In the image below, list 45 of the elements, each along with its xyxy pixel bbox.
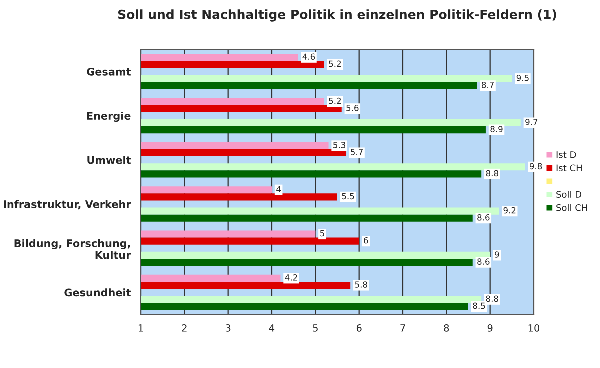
data-label: 4: [276, 186, 281, 192]
data-label: 8.8: [486, 170, 498, 177]
data-label: 8.6: [478, 258, 490, 265]
data-label: 9.7: [526, 119, 538, 126]
y-tick-label: Bildung, Forschung, Kultur: [14, 239, 132, 260]
data-label: 4.6: [302, 54, 316, 60]
data-label: 5: [320, 230, 324, 237]
data-label: 5.2: [329, 60, 341, 68]
x-tick-label: 3: [226, 324, 231, 332]
data-label: 5.5: [342, 193, 354, 200]
x-tick-label: 1: [138, 324, 144, 332]
x-tick-label: 2: [182, 324, 187, 332]
data-label: 9.5: [516, 74, 529, 82]
x-tick-label: 5: [313, 324, 318, 332]
chart-title: Soll und Ist Nachhaltige Politik in einzelnen Politik-Feldern (1): [118, 10, 556, 22]
data-label: 9.2: [504, 207, 516, 214]
data-label: 8.6: [478, 214, 490, 221]
y-tick-label: Gesamt: [87, 68, 132, 76]
data-label: 8.9: [490, 126, 503, 132]
legend-label: Ist D: [556, 152, 576, 158]
data-label: 8.8: [486, 296, 498, 302]
data-label: 5.8: [355, 282, 368, 288]
x-tick-label: 10: [528, 324, 540, 332]
data-label: 5.3: [334, 142, 346, 148]
data-label: 4.2: [285, 274, 298, 281]
data-label: 5.6: [346, 104, 359, 112]
y-tick-label: Umwelt: [88, 156, 132, 164]
data-label: 5.7: [351, 149, 363, 156]
x-tick-label: 6: [356, 324, 362, 332]
y-tick-label: Gesundheit: [64, 288, 132, 297]
y-tick-label: Infrastruktur, Verkehr: [4, 200, 132, 210]
data-label: 8.7: [482, 82, 494, 88]
legend-label: Ist CH: [556, 164, 582, 172]
data-label: 5.2: [329, 98, 341, 104]
legend-label: Soll CH: [556, 204, 588, 212]
data-label: 6: [364, 237, 368, 244]
legend-label: Soll D: [556, 191, 582, 198]
x-tick-label: 9: [488, 324, 493, 332]
data-label: 9: [495, 252, 500, 258]
data-label: 9.8: [530, 163, 542, 170]
x-tick-label: 8: [444, 324, 450, 332]
x-tick-label: 4: [269, 324, 275, 332]
data-label: 8.5: [473, 302, 486, 310]
x-tick-label: 7: [400, 324, 406, 332]
y-tick-label: Energie: [87, 112, 131, 122]
